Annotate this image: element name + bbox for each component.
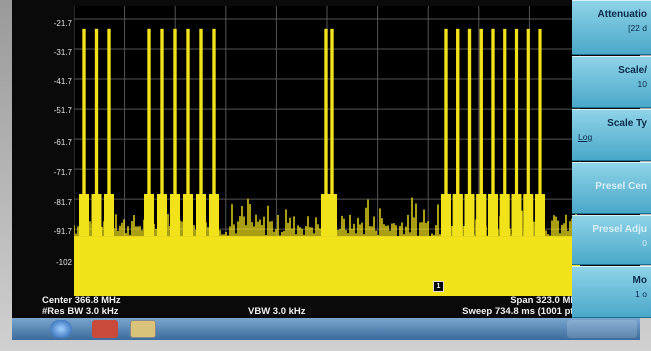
carrier-peak: [444, 28, 448, 237]
analyzer-status-footer: Center 366.8 MHz #Res BW 3.0 kHz VBW 3.0…: [42, 295, 582, 318]
carrier-peak: [212, 28, 216, 237]
carrier-skirt: [91, 194, 102, 237]
softkey-title: Presel Adju: [592, 224, 647, 235]
carrier-skirt: [476, 194, 487, 237]
noise-floor: [74, 236, 580, 296]
presel-center-softkey[interactable]: Presel Cen: [572, 162, 651, 214]
carrier-peak: [324, 28, 328, 237]
analyzer-screen: -21.7 -31.7 -41.7 -51.7 -61.7 -71.7 -81.…: [12, 0, 640, 318]
marker-1-label[interactable]: 1: [433, 281, 444, 292]
carrier-peak: [186, 28, 190, 237]
more-softkey[interactable]: Mo 1 o: [572, 266, 651, 318]
carrier-skirt: [144, 194, 154, 237]
carrier-peak: [147, 28, 151, 237]
carrier-skirt: [157, 194, 167, 237]
start-button[interactable]: [50, 320, 72, 338]
carrier-skirt: [464, 194, 475, 237]
carrier-skirt: [196, 194, 206, 237]
carrier-peak: [94, 28, 99, 237]
carrier-peak: [160, 28, 164, 237]
carrier-peak: [467, 28, 472, 237]
frequency-span: Span 323.0 MHz: [510, 295, 582, 306]
system-tray[interactable]: [567, 320, 637, 338]
carrier-skirt: [499, 194, 510, 237]
carrier-skirt: [535, 194, 545, 237]
taskbar-app-icon[interactable]: [92, 320, 118, 338]
carrier-skirt: [452, 194, 463, 237]
carrier-peak: [503, 28, 507, 237]
y-tick-label: -51.7: [53, 106, 72, 115]
carrier-skirt: [170, 194, 180, 237]
softkey-title: Attenuatio: [597, 9, 647, 20]
windows-taskbar: [12, 318, 640, 340]
carrier-skirt: [79, 194, 89, 237]
softkey-panel: Attenuatio [22 d Scale/ 10 Scale Ty Log …: [572, 0, 651, 318]
carrier-skirt: [183, 194, 193, 237]
center-frequency: Center 366.8 MHz: [42, 295, 121, 306]
softkey-value: Log: [578, 132, 593, 142]
y-tick-label: -21.7: [53, 19, 72, 28]
spectrum-plot: [73, 6, 581, 296]
y-tick-label: -41.7: [53, 77, 72, 86]
carrier-peak: [526, 28, 530, 237]
scale-div-softkey[interactable]: Scale/ 10: [572, 56, 651, 108]
attenuation-softkey[interactable]: Attenuatio [22 d: [572, 0, 651, 55]
carrier-peak: [538, 28, 542, 237]
carrier-peak: [82, 28, 86, 237]
carrier-skirt: [511, 194, 522, 237]
resolution-bandwidth: #Res BW 3.0 kHz: [42, 306, 119, 317]
softkey-title: Scale/: [618, 65, 647, 76]
carrier-skirt: [488, 194, 498, 237]
carrier-skirt: [104, 194, 114, 237]
y-tick-label: -71.7: [53, 168, 72, 177]
scale-type-softkey[interactable]: Scale Ty Log: [572, 109, 651, 161]
softkey-value: 10: [637, 79, 647, 89]
carrier-peak: [199, 28, 203, 237]
softkey-title: Presel Cen: [595, 181, 647, 192]
taskbar-app-icon[interactable]: [130, 320, 156, 338]
softkey-title: Mo: [632, 275, 647, 286]
spectrum-trace: [73, 6, 581, 296]
y-tick-label: -31.7: [53, 48, 72, 57]
carrier-skirt: [523, 194, 534, 237]
carrier-peak: [456, 28, 460, 237]
softkey-value: 0: [642, 238, 647, 248]
presel-adjust-softkey[interactable]: Presel Adju 0: [572, 215, 651, 265]
carrier-skirt: [441, 194, 451, 237]
carrier-skirt: [327, 194, 337, 237]
softkey-value: [22 d: [628, 23, 647, 33]
carrier-peak: [107, 28, 111, 237]
softkey-value: 1 o: [635, 289, 647, 299]
y-tick-label: -61.7: [53, 138, 72, 147]
y-tick-label: -91.7: [53, 227, 72, 236]
carrier-skirt: [209, 194, 219, 237]
carrier-peak: [173, 28, 177, 237]
carrier-peak: [479, 28, 483, 237]
y-tick-label: -102: [55, 258, 72, 267]
sweep-time: Sweep 734.8 ms (1001 pts): [462, 306, 582, 317]
softkey-title: Scale Ty: [607, 118, 647, 129]
carrier-skirt: [321, 194, 331, 237]
video-bandwidth: VBW 3.0 kHz: [248, 306, 306, 317]
carrier-peak: [514, 28, 519, 237]
y-tick-label: -81.7: [53, 198, 72, 207]
carrier-peak: [330, 28, 334, 237]
carrier-peak: [491, 28, 495, 237]
